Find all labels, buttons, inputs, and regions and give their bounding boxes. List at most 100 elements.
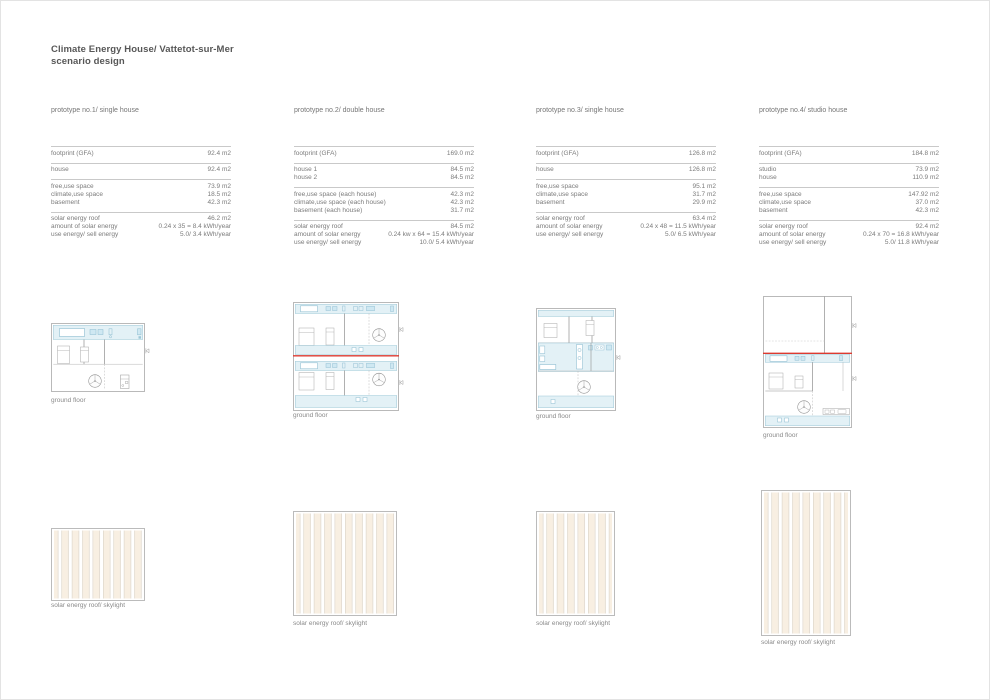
row-label: house — [536, 166, 554, 173]
table-group: solar energy roof 92.4 m2 amount of solar … — [759, 219, 940, 253]
prototype-2-table: footprint (GFA) 169.0 m2 house 1 84.5 m2 hou… — [294, 146, 474, 252]
row-value: 147.92 m2 — [908, 190, 939, 198]
table-row: use energy/ sell energy 5.0/ 11.8 kWh/yea… — [759, 239, 939, 247]
table-row: footprint (GFA) 184.8 m2 — [759, 150, 939, 158]
row-value: 18.5 m2 — [207, 190, 232, 198]
table-row: free,use space 73.9 m2 — [51, 183, 231, 191]
row-value: 5.0/ 3.4 kWh/year — [180, 231, 231, 238]
table-row: amount of solar energy 0.24 kw x 64 = 15.… — [294, 231, 474, 239]
row-value: 84.5 m2 — [450, 166, 475, 173]
spiral-stair-icon — [797, 400, 811, 414]
row-value: 37.0 m2 — [915, 198, 940, 206]
row-label: amount of solar energy — [759, 231, 826, 238]
solar-stripes — [539, 513, 612, 614]
plan-2-caption: ground floor — [293, 412, 328, 419]
plan-3-caption: ground floor — [536, 413, 571, 420]
table-group: footprint (GFA) 184.8 m2 — [759, 146, 939, 163]
table-group: house 1 84.5 m2 house 2 84.5 m2 — [294, 162, 475, 188]
prototype-3-table: footprint (GFA) 126.8 m2 house 126.8 m2 free… — [536, 146, 716, 244]
table-group: solar energy roof 84.5 m2 amount of solar … — [294, 219, 475, 253]
row-value: 42.3 m2 — [915, 206, 940, 214]
prototype-4-table: footprint (GFA) 184.8 m2 studio 73.9 m2 hous… — [759, 146, 939, 252]
row-value: 73.9 m2 — [207, 182, 232, 190]
table-row: basement 42.3 m2 — [51, 199, 231, 207]
solar-roof-4 — [761, 490, 851, 636]
table-row: house 110.9 m2 — [759, 174, 939, 182]
section-marker-icon — [399, 327, 404, 332]
row-label: basement — [759, 206, 788, 214]
row-label: solar energy roof — [294, 223, 343, 230]
row-label: studio — [759, 166, 777, 173]
table-row: climate,use space (each house) 42.3 m2 — [294, 199, 474, 207]
row-label: use energy/ sell energy — [759, 239, 827, 246]
table-row: solar energy roof 63.4 m2 — [536, 215, 716, 223]
table-row: climate,use space 37.0 m2 — [759, 199, 939, 207]
table-row: free,use space (each house) 42.3 m2 — [294, 191, 474, 199]
plan-4-caption: ground floor — [763, 432, 798, 439]
table-group: studio 73.9 m2 house 110.9 m2 — [759, 162, 939, 188]
row-label: house — [759, 174, 777, 181]
row-value: 5.0/ 6.5 kWh/year — [665, 231, 716, 238]
row-value: 95.1 m2 — [692, 182, 717, 190]
row-value: 126.8 m2 — [688, 166, 716, 173]
table-row: free,use space 147.92 m2 — [759, 191, 939, 199]
floor-plan-1 — [51, 323, 150, 392]
prototype-2-header: prototype no.2/ double house — [294, 107, 385, 114]
table-group: footprint (GFA) 92.4 m2 — [51, 146, 231, 163]
table-row: house 126.8 m2 — [536, 166, 716, 174]
table-row: basement (each house) 31.7 m2 — [294, 207, 474, 215]
row-label: climate,use space — [536, 190, 589, 198]
row-label: amount of solar energy — [51, 223, 118, 230]
table-row: basement 42.3 m2 — [759, 207, 939, 215]
table-group: solar energy roof 46.2 m2 amount of solar … — [51, 211, 231, 245]
title-line-2: scenario design — [51, 55, 125, 67]
row-label: footprint (GFA) — [294, 149, 337, 157]
row-label: use energy/ sell energy — [51, 231, 119, 238]
row-value: 92.4 m2 — [915, 223, 940, 230]
floor-plan-2 — [293, 302, 404, 411]
solar-roof-1 — [51, 528, 145, 601]
table-row: climate,use space 31.7 m2 — [536, 191, 716, 199]
row-label: footprint (GFA) — [51, 149, 94, 157]
table-group: free,use space 95.1 m2 climate,use space 31… — [536, 179, 716, 212]
title-line-1: Climate Energy House/ Vattetot-sur-Mer — [51, 44, 234, 55]
row-label: free,use space — [759, 190, 802, 198]
table-row: amount of solar energy 0.24 x 70 = 16.8 k… — [759, 231, 939, 239]
row-value: 126.8 m2 — [688, 149, 716, 157]
row-label: use energy/ sell energy — [536, 231, 604, 238]
row-label: climate,use space (each house) — [294, 198, 386, 206]
roof-2-caption: solar energy roof/ skylight — [293, 620, 368, 627]
solar-roof-2 — [293, 511, 397, 616]
spiral-stair-icon — [577, 380, 591, 394]
prototype-4-header: prototype no.4/ studio house — [759, 107, 848, 114]
prototype-3-header: prototype no.3/ single house — [536, 107, 624, 114]
row-value: 10.0/ 5.4 kWh/year — [419, 239, 474, 246]
row-label: climate,use space — [759, 198, 812, 206]
section-marker-icon — [145, 348, 150, 354]
table-row: footprint (GFA) 169.0 m2 — [294, 150, 474, 158]
prototype-1-table: footprint (GFA) 92.4 m2 house 92.4 m2 free,u… — [51, 146, 231, 244]
spiral-stair-icon — [372, 328, 386, 342]
table-group: house 92.4 m2 — [51, 162, 231, 180]
row-label: basement — [51, 198, 80, 206]
plan-1-caption: ground floor — [51, 397, 86, 404]
table-row: use energy/ sell energy 5.0/ 3.4 kWh/year — [51, 231, 231, 239]
row-value: 184.8 m2 — [911, 149, 939, 157]
table-row: footprint (GFA) 92.4 m2 — [51, 150, 231, 158]
row-value: 169.0 m2 — [446, 149, 474, 157]
spiral-stair-icon — [88, 374, 102, 388]
row-value: 31.7 m2 — [692, 190, 717, 198]
solar-stripes — [54, 530, 142, 599]
row-value: 84.5 m2 — [450, 223, 475, 230]
table-row: house 2 84.5 m2 — [294, 174, 474, 182]
row-value: 42.3 m2 — [450, 198, 475, 206]
row-label: footprint (GFA) — [759, 149, 802, 157]
row-label: free,use space — [536, 182, 579, 190]
table-row: basement 29.9 m2 — [536, 199, 716, 207]
spiral-stair-icon — [372, 372, 386, 387]
table-group: solar energy roof 63.4 m2 amount of solar … — [536, 211, 716, 245]
row-value: 92.4 m2 — [207, 149, 232, 157]
table-row: use energy/ sell energy 10.0/ 5.4 kWh/yea… — [294, 239, 474, 247]
section-marker-icon — [852, 376, 857, 381]
